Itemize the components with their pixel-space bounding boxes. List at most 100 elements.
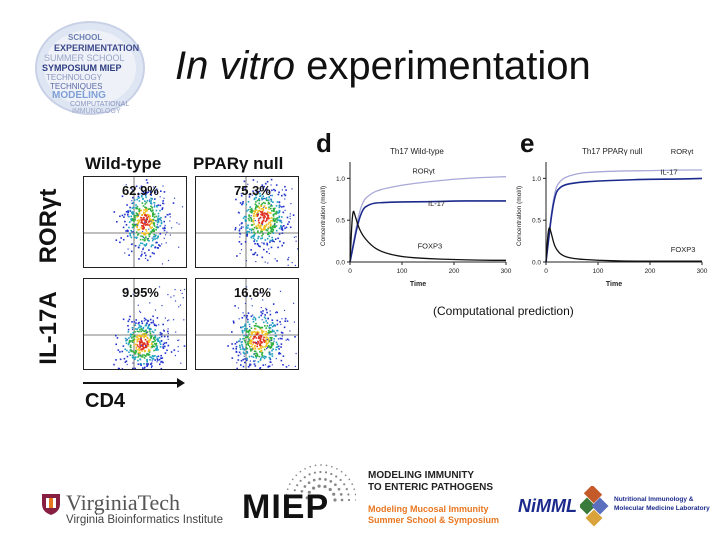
cell-dot (257, 237, 259, 240)
cell-dot (144, 200, 146, 203)
cell-dot (241, 344, 243, 346)
cell-dot (130, 350, 133, 353)
cell-dot (131, 321, 133, 323)
cell-dot (247, 318, 249, 321)
cell-dot (121, 350, 124, 353)
cell-dot (144, 224, 147, 226)
cell-dot (146, 216, 149, 219)
cell-dot (248, 323, 251, 326)
cell-dot (139, 346, 141, 349)
cell-dot (245, 203, 248, 206)
cell-dot (273, 220, 276, 223)
cell-dot (278, 210, 281, 212)
cell-dot (266, 336, 268, 338)
cell-dot (130, 349, 132, 351)
cell-dot (150, 194, 152, 196)
arc-dot (288, 483, 291, 485)
cell-dot (259, 211, 262, 213)
cell-dot (270, 344, 273, 346)
cell-dot (251, 224, 254, 226)
cell-dot (254, 344, 256, 347)
cell-dot (270, 346, 272, 348)
cell-dot (269, 310, 271, 312)
cell-dot (270, 340, 272, 342)
cell-dot (254, 208, 257, 210)
cell-dot (254, 331, 257, 334)
cell-dot (137, 345, 139, 348)
cell-dot (289, 226, 292, 229)
arc-dot (336, 467, 338, 470)
cell-dot (145, 217, 148, 220)
cell-dot (256, 181, 258, 183)
cell-dot (252, 360, 255, 362)
cell-dot (155, 348, 157, 350)
cell-dot (241, 203, 243, 206)
cell-dot (271, 240, 273, 242)
cell-dot (254, 333, 257, 335)
cell-dot (259, 339, 261, 342)
cell-dot (141, 202, 144, 204)
cell-dot (156, 237, 158, 240)
cell-dot (268, 326, 270, 328)
cell-dot (249, 360, 251, 362)
cell-dot (246, 210, 248, 212)
cell-dot (249, 211, 252, 213)
cell-dot (140, 209, 142, 212)
cell-dot (159, 343, 162, 346)
cell-dot (147, 324, 150, 327)
cell-dot (133, 321, 136, 323)
cell-dot (261, 210, 264, 213)
cell-dot (141, 341, 143, 344)
cell-dot (145, 210, 147, 212)
cell-dot (157, 212, 160, 215)
arc-dot (292, 494, 295, 497)
cell-dot (250, 327, 253, 329)
cell-dot (143, 233, 145, 236)
cell-dot (249, 216, 252, 219)
cell-dot (270, 331, 272, 333)
cell-dot (130, 229, 132, 232)
cell-dot (146, 342, 149, 345)
cell-dot (152, 321, 154, 324)
cell-dot (139, 187, 141, 189)
cell-dot (234, 228, 237, 231)
cell-dot (269, 226, 272, 229)
cell-dot (135, 351, 137, 353)
cell-dot (148, 233, 150, 236)
cell-dot (125, 230, 127, 232)
slide-title: In vitro experimentation (175, 44, 675, 89)
cell-dot (241, 226, 243, 228)
cell-dot (263, 215, 266, 217)
cell-dot (252, 237, 255, 239)
arc-dot (330, 472, 333, 476)
cell-dot (147, 345, 149, 347)
cell-dot (157, 340, 159, 342)
density-dots (84, 177, 186, 267)
cell-dot (273, 213, 276, 215)
cell-dot (253, 336, 255, 338)
cell-dot (116, 337, 119, 339)
cell-dot (261, 331, 263, 333)
cell-dot (252, 347, 254, 349)
cell-dot (127, 320, 130, 323)
cell-dot (140, 235, 142, 237)
cell-dot (150, 200, 152, 202)
cell-dot (268, 191, 270, 193)
cell-dot (245, 227, 247, 230)
cell-dot (254, 209, 256, 212)
cell-dot (265, 198, 267, 200)
cell-dot (268, 206, 270, 209)
cell-dot (263, 242, 265, 245)
cell-dot (272, 229, 275, 231)
cell-dot (286, 216, 289, 219)
cell-dot (154, 309, 157, 311)
cell-dot (242, 338, 244, 340)
cell-dot (139, 328, 141, 331)
cell-dot (246, 351, 248, 353)
cell-dot (143, 232, 146, 234)
cell-dot (249, 348, 252, 350)
cell-dot (131, 354, 134, 357)
percent-label: 9.95% (122, 285, 159, 300)
cell-dot (134, 367, 136, 369)
cell-dot (245, 225, 248, 228)
